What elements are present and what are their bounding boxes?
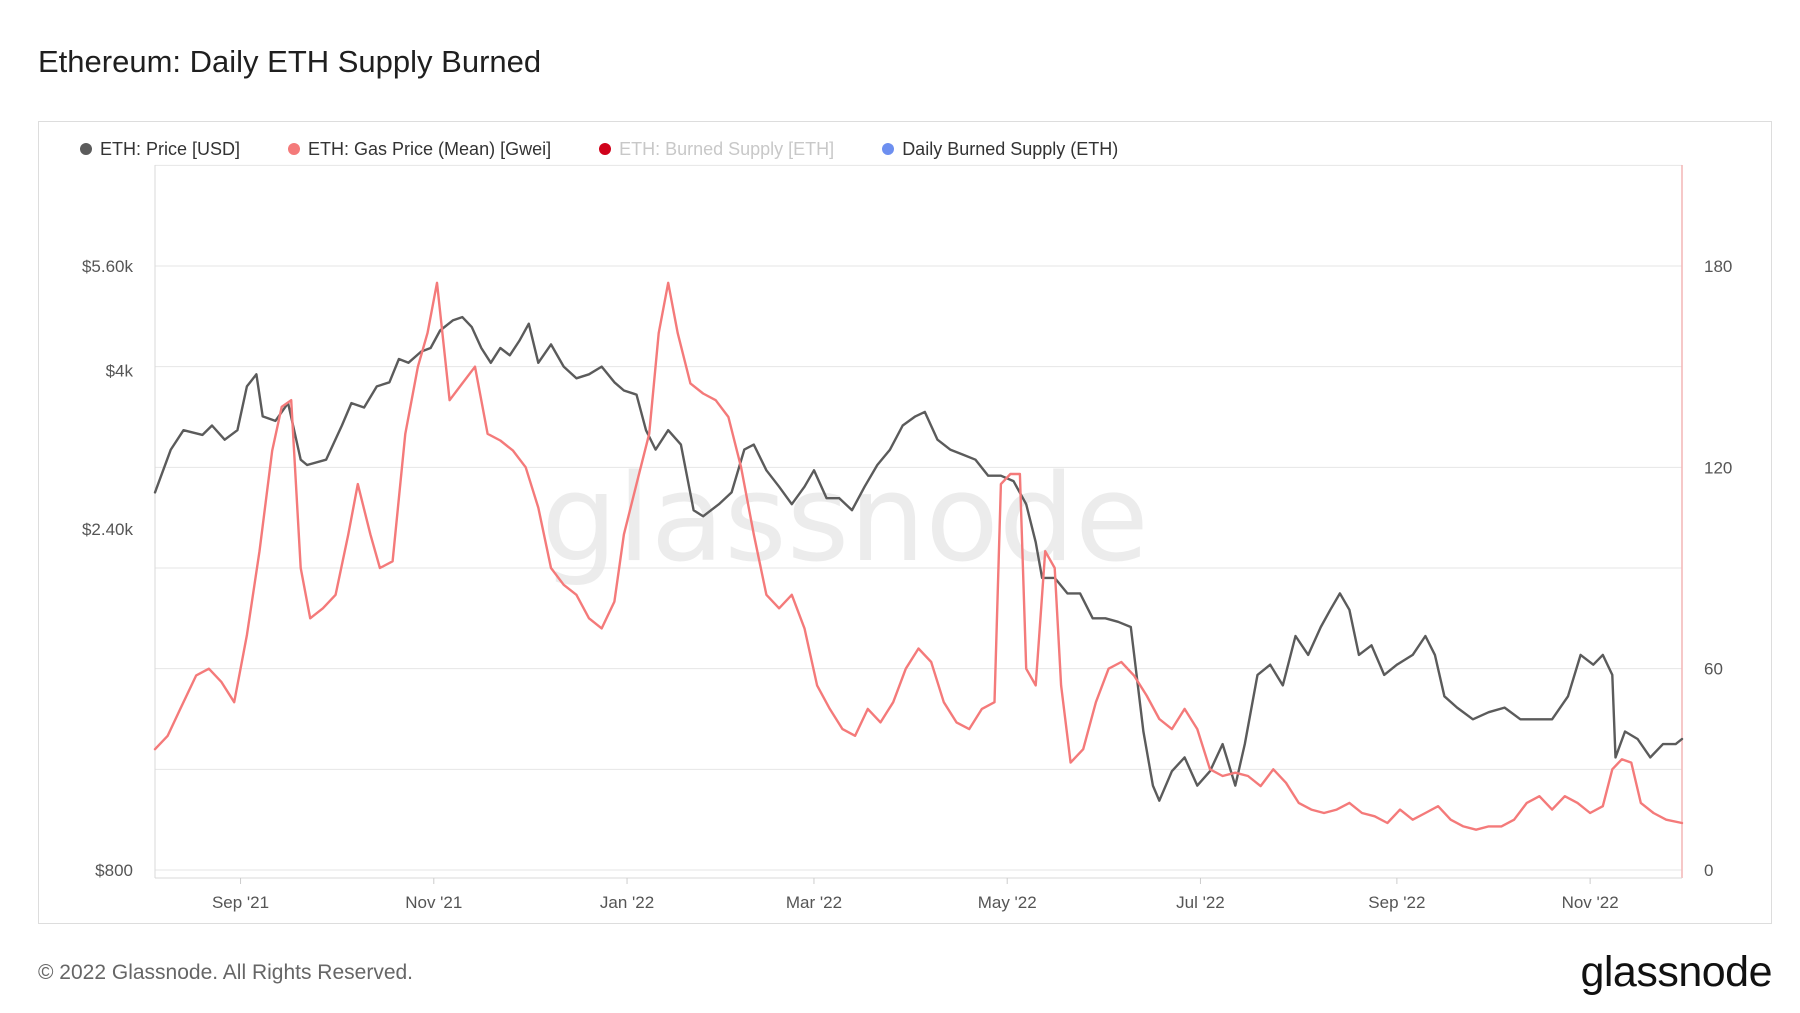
x-tick-label: May '22 xyxy=(978,893,1037,912)
legend-item-1[interactable]: ETH: Gas Price (Mean) [Gwei] xyxy=(288,139,551,160)
gridlines xyxy=(155,164,1682,871)
legend-label: ETH: Burned Supply [ETH] xyxy=(619,138,835,159)
x-tick-label: Nov '21 xyxy=(405,893,462,912)
y-right-tick-label: 0 xyxy=(1704,861,1713,880)
watermark-text: glassnode xyxy=(541,450,1149,589)
chart-legend: ETH: Price [USD] ETH: Gas Price (Mean) [G… xyxy=(80,136,1166,162)
x-tick-label: Mar '22 xyxy=(786,893,842,912)
x-tick-label: Sep '22 xyxy=(1368,893,1425,912)
y-left-tick-label: $2.40k xyxy=(82,520,134,539)
y-left-tick-label: $800 xyxy=(95,861,133,880)
legend-label: ETH: Gas Price (Mean) [Gwei] xyxy=(308,138,552,159)
legend-dot-icon xyxy=(882,143,895,155)
chart-title: Ethereum: Daily ETH Supply Burned xyxy=(38,44,542,79)
x-tick-label: Jul '22 xyxy=(1176,893,1225,912)
chart-frame xyxy=(38,121,1772,924)
footer-copyright: © 2022 Glassnode. All Rights Reserved. xyxy=(38,961,414,984)
y-right-tick-label: 180 xyxy=(1704,257,1732,276)
series-line-0 xyxy=(153,315,1684,802)
legend-item-2[interactable]: ETH: Burned Supply [ETH] xyxy=(599,139,834,160)
x-tick-label: Nov '22 xyxy=(1562,893,1619,912)
y-left-tick-label: $4k xyxy=(106,361,134,380)
y-right-tick-label: 120 xyxy=(1704,458,1732,477)
legend-dot-icon xyxy=(288,143,301,155)
legend-dot-icon xyxy=(80,143,92,155)
series-line-1 xyxy=(153,281,1684,831)
legend-item-3[interactable]: Daily Burned Supply (ETH) xyxy=(882,139,1118,160)
y-left-tick-label: $5.60k xyxy=(82,257,134,276)
axes: $800 $2.40k $4k $5.60k 0 60 120 180 Sep '21 Nov '… xyxy=(82,165,1732,912)
legend-item-0[interactable]: ETH: Price [USD] xyxy=(80,139,240,160)
x-tick-label: Jan '22 xyxy=(600,893,654,912)
legend-label: Daily Burned Supply (ETH) xyxy=(902,138,1119,159)
legend-label: ETH: Price [USD] xyxy=(100,138,241,159)
y-right-tick-label: 60 xyxy=(1704,660,1723,679)
legend-dot-icon xyxy=(599,143,612,155)
series-lines xyxy=(153,281,1684,831)
x-tick-label: Sep '21 xyxy=(212,893,269,912)
footer-brand-logo[interactable]: glassnode xyxy=(1580,948,1772,996)
